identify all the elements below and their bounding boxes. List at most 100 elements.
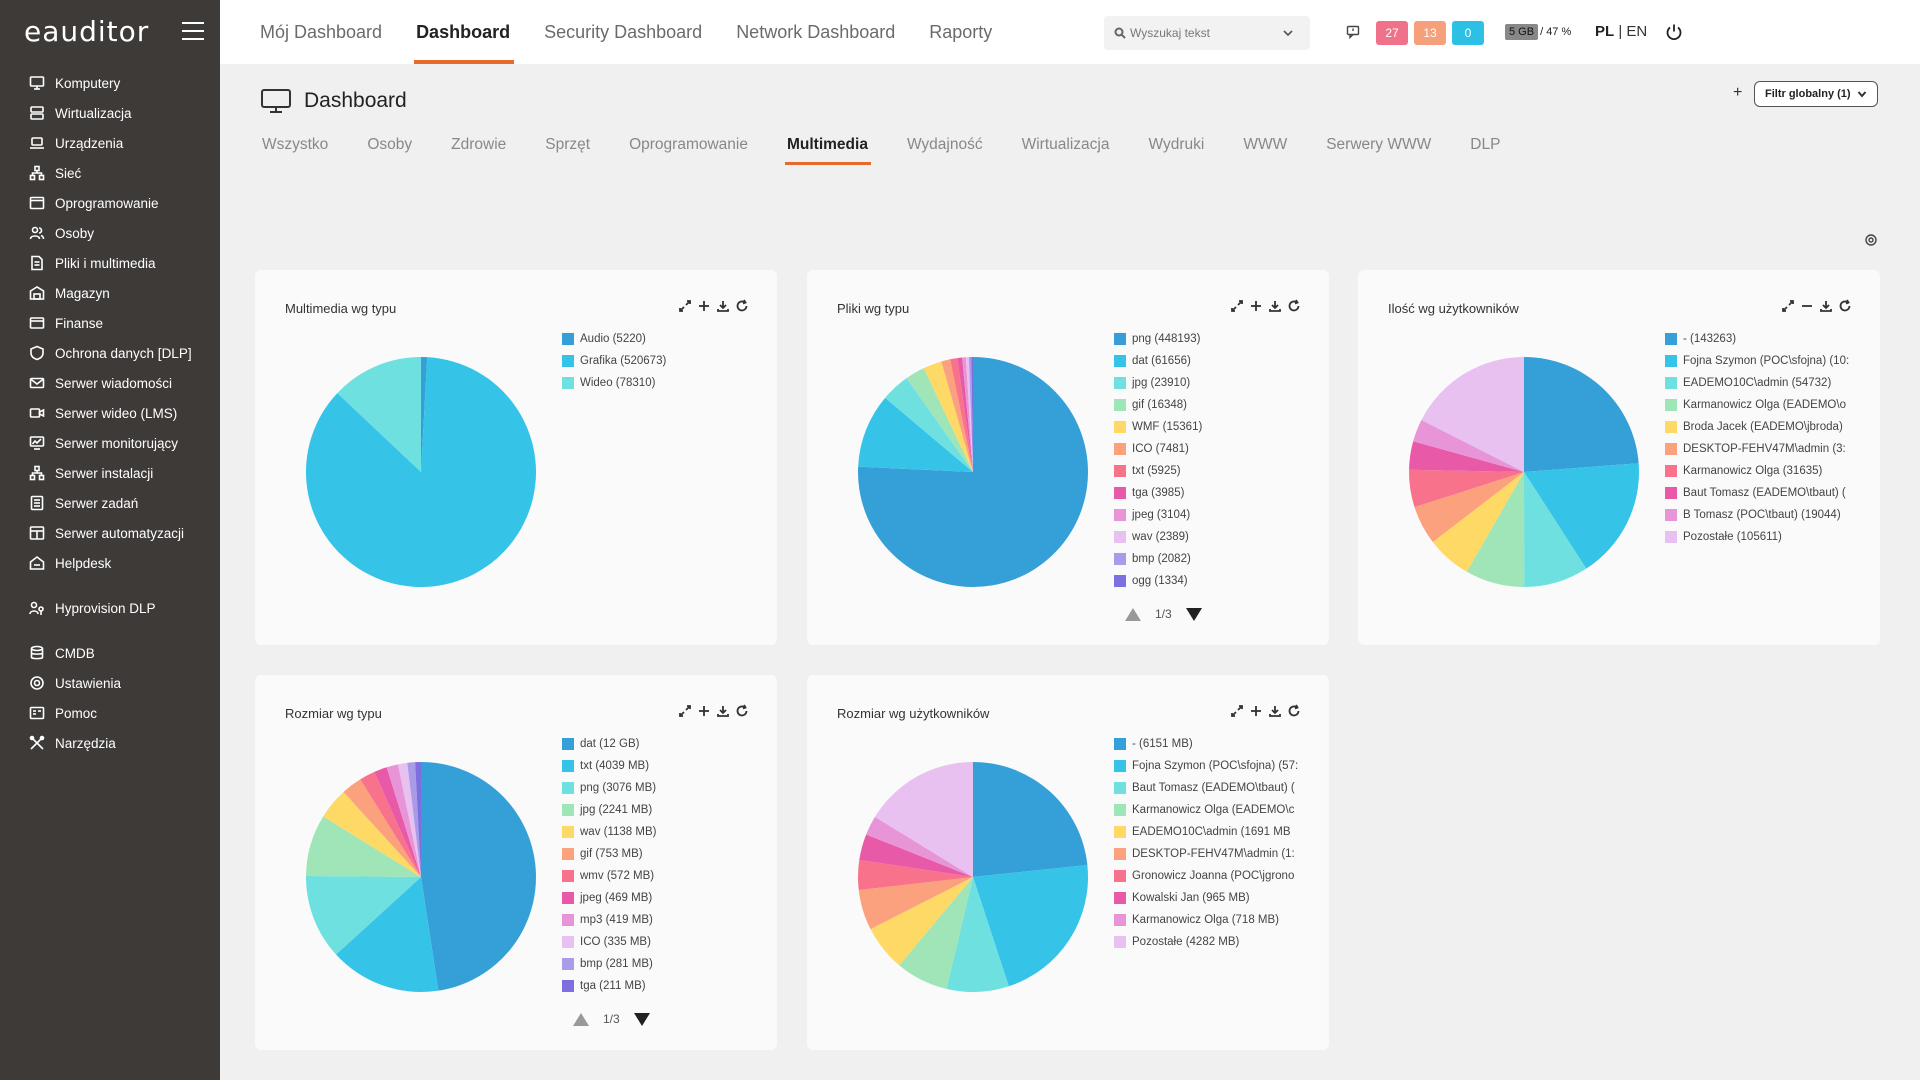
- legend-item[interactable]: DESKTOP-FEHV47M\admin (1:: [1114, 843, 1314, 865]
- pie-slice[interactable]: [968, 357, 973, 472]
- pie-slice[interactable]: [941, 359, 973, 472]
- legend-item[interactable]: dat (61656): [1114, 350, 1314, 372]
- expand-icon[interactable]: [1781, 299, 1795, 313]
- message-icon[interactable]: [1346, 25, 1360, 39]
- refresh-icon[interactable]: [1287, 704, 1301, 718]
- pie-slice[interactable]: [386, 764, 421, 877]
- plus-icon[interactable]: [697, 704, 711, 718]
- page-down-arrow-icon[interactable]: [1185, 607, 1202, 621]
- sidebar-item[interactable]: CMDB: [0, 638, 220, 668]
- legend-item[interactable]: tga (211 MB): [562, 975, 762, 997]
- pie-slice[interactable]: [415, 762, 421, 877]
- pie-slice[interactable]: [1524, 463, 1639, 569]
- pie-slice[interactable]: [906, 368, 973, 472]
- pie-slice[interactable]: [973, 762, 1088, 877]
- alert-count-badge[interactable]: 0: [1452, 21, 1484, 45]
- download-icon[interactable]: [716, 704, 730, 718]
- pie-slice[interactable]: [866, 816, 973, 877]
- category-tab[interactable]: Wydajność: [906, 136, 983, 153]
- sidebar-item[interactable]: Urządzenia: [0, 128, 220, 158]
- pie-slice[interactable]: [343, 779, 421, 877]
- legend-item[interactable]: B Tomasz (POC\tbaut) (19044): [1665, 504, 1865, 526]
- legend-item[interactable]: Audio (5220): [562, 328, 762, 350]
- legend-item[interactable]: ogg (1334): [1114, 570, 1314, 592]
- legend-item[interactable]: jpeg (3104): [1114, 504, 1314, 526]
- legend-item[interactable]: mp3 (419 MB): [562, 909, 762, 931]
- sidebar-item[interactable]: Serwer automatyzacji: [0, 518, 220, 548]
- pie-slice[interactable]: [858, 859, 973, 891]
- legend-item[interactable]: tga (3985): [1114, 482, 1314, 504]
- legend-item[interactable]: EADEMO10C\admin (1691 MB: [1114, 821, 1314, 843]
- legend-item[interactable]: Karmanowicz Olga (718 MB): [1114, 909, 1314, 931]
- legend-item[interactable]: wav (1138 MB): [562, 821, 762, 843]
- pie-slice[interactable]: [1413, 420, 1524, 472]
- plus-icon[interactable]: [1249, 299, 1263, 313]
- legend-item[interactable]: Wideo (78310): [562, 372, 762, 394]
- legend-item[interactable]: dat (12 GB): [562, 733, 762, 755]
- top-tab[interactable]: Security Dashboard: [544, 21, 703, 42]
- pie-slice[interactable]: [858, 397, 973, 472]
- chevron-down-icon[interactable]: [1282, 27, 1294, 39]
- page-up-arrow-icon[interactable]: [573, 1012, 589, 1026]
- pie-slice[interactable]: [1414, 472, 1524, 542]
- category-tab[interactable]: Wydruki: [1148, 136, 1205, 153]
- alert-count-badge[interactable]: 13: [1414, 21, 1446, 45]
- top-tab[interactable]: Raporty: [929, 21, 993, 42]
- legend-item[interactable]: Gronowicz Joanna (POC\jgrono: [1114, 865, 1314, 887]
- legend-item[interactable]: EADEMO10C\admin (54732): [1665, 372, 1865, 394]
- refresh-icon[interactable]: [1838, 299, 1852, 313]
- pie-slice[interactable]: [858, 877, 973, 930]
- sidebar-item[interactable]: Ustawienia: [0, 668, 220, 698]
- legend-item[interactable]: ICO (7481): [1114, 438, 1314, 460]
- category-tab[interactable]: Oprogramowanie: [629, 136, 748, 153]
- sidebar-item[interactable]: Narzędzia: [0, 728, 220, 758]
- category-tab[interactable]: WWW: [1243, 136, 1288, 153]
- sidebar-item[interactable]: Sieć: [0, 158, 220, 188]
- pie-slice[interactable]: [874, 762, 973, 877]
- minus-icon[interactable]: [1800, 299, 1814, 313]
- pie-slice[interactable]: [407, 762, 421, 877]
- sidebar-item[interactable]: Helpdesk: [0, 548, 220, 578]
- legend-item[interactable]: Grafika (520673): [562, 350, 762, 372]
- category-tab[interactable]: Wszystko: [262, 136, 329, 153]
- pie-slice[interactable]: [336, 877, 439, 992]
- legend-item[interactable]: jpg (23910): [1114, 372, 1314, 394]
- hamburger-menu-icon[interactable]: [182, 22, 204, 40]
- legend-item[interactable]: Kowalski Jan (965 MB): [1114, 887, 1314, 909]
- legend-item[interactable]: gif (753 MB): [562, 843, 762, 865]
- pie-slice[interactable]: [1524, 472, 1587, 587]
- legend-item[interactable]: bmp (2082): [1114, 548, 1314, 570]
- refresh-icon[interactable]: [1287, 299, 1301, 313]
- sidebar-item[interactable]: Oprogramowanie: [0, 188, 220, 218]
- legend-item[interactable]: ICO (335 MB): [562, 931, 762, 953]
- pie-slice[interactable]: [1409, 441, 1524, 472]
- sidebar-item[interactable]: Pomoc: [0, 698, 220, 728]
- pie-slice[interactable]: [957, 357, 973, 472]
- sidebar-item[interactable]: Osoby: [0, 218, 220, 248]
- category-tab[interactable]: Multimedia: [784, 136, 871, 166]
- sidebar-item[interactable]: Serwer wiadomości: [0, 368, 220, 398]
- download-icon[interactable]: [1268, 299, 1282, 313]
- expand-icon[interactable]: [678, 299, 692, 313]
- legend-item[interactable]: bmp (281 MB): [562, 953, 762, 975]
- sidebar-item[interactable]: Pliki i multimedia: [0, 248, 220, 278]
- download-icon[interactable]: [1819, 299, 1833, 313]
- pie-slice[interactable]: [971, 357, 973, 472]
- pie-slice[interactable]: [306, 357, 536, 587]
- lang-pl[interactable]: PL: [1595, 23, 1615, 40]
- alert-count-badge[interactable]: 27: [1376, 21, 1408, 45]
- pie-slice[interactable]: [398, 762, 421, 877]
- legend-item[interactable]: png (448193): [1114, 328, 1314, 350]
- add-filter-button[interactable]: +: [1733, 84, 1743, 101]
- top-tab[interactable]: Dashboard: [414, 0, 515, 64]
- legend-item[interactable]: - (6151 MB): [1114, 733, 1314, 755]
- pie-slice[interactable]: [306, 875, 421, 955]
- sidebar-item[interactable]: Ochrona danych [DLP]: [0, 338, 220, 368]
- category-tab[interactable]: Osoby: [367, 136, 413, 153]
- category-tab[interactable]: Wirtualizacja: [1021, 136, 1110, 153]
- category-tab[interactable]: DLP: [1470, 136, 1501, 153]
- legend-item[interactable]: Karmanowicz Olga (EADEMO\o: [1665, 394, 1865, 416]
- pie-slice[interactable]: [899, 877, 973, 989]
- search-input[interactable]: Wyszukaj tekst: [1130, 26, 1210, 40]
- legend-item[interactable]: Fojna Szymon (POC\sfojna) (57:: [1114, 755, 1314, 777]
